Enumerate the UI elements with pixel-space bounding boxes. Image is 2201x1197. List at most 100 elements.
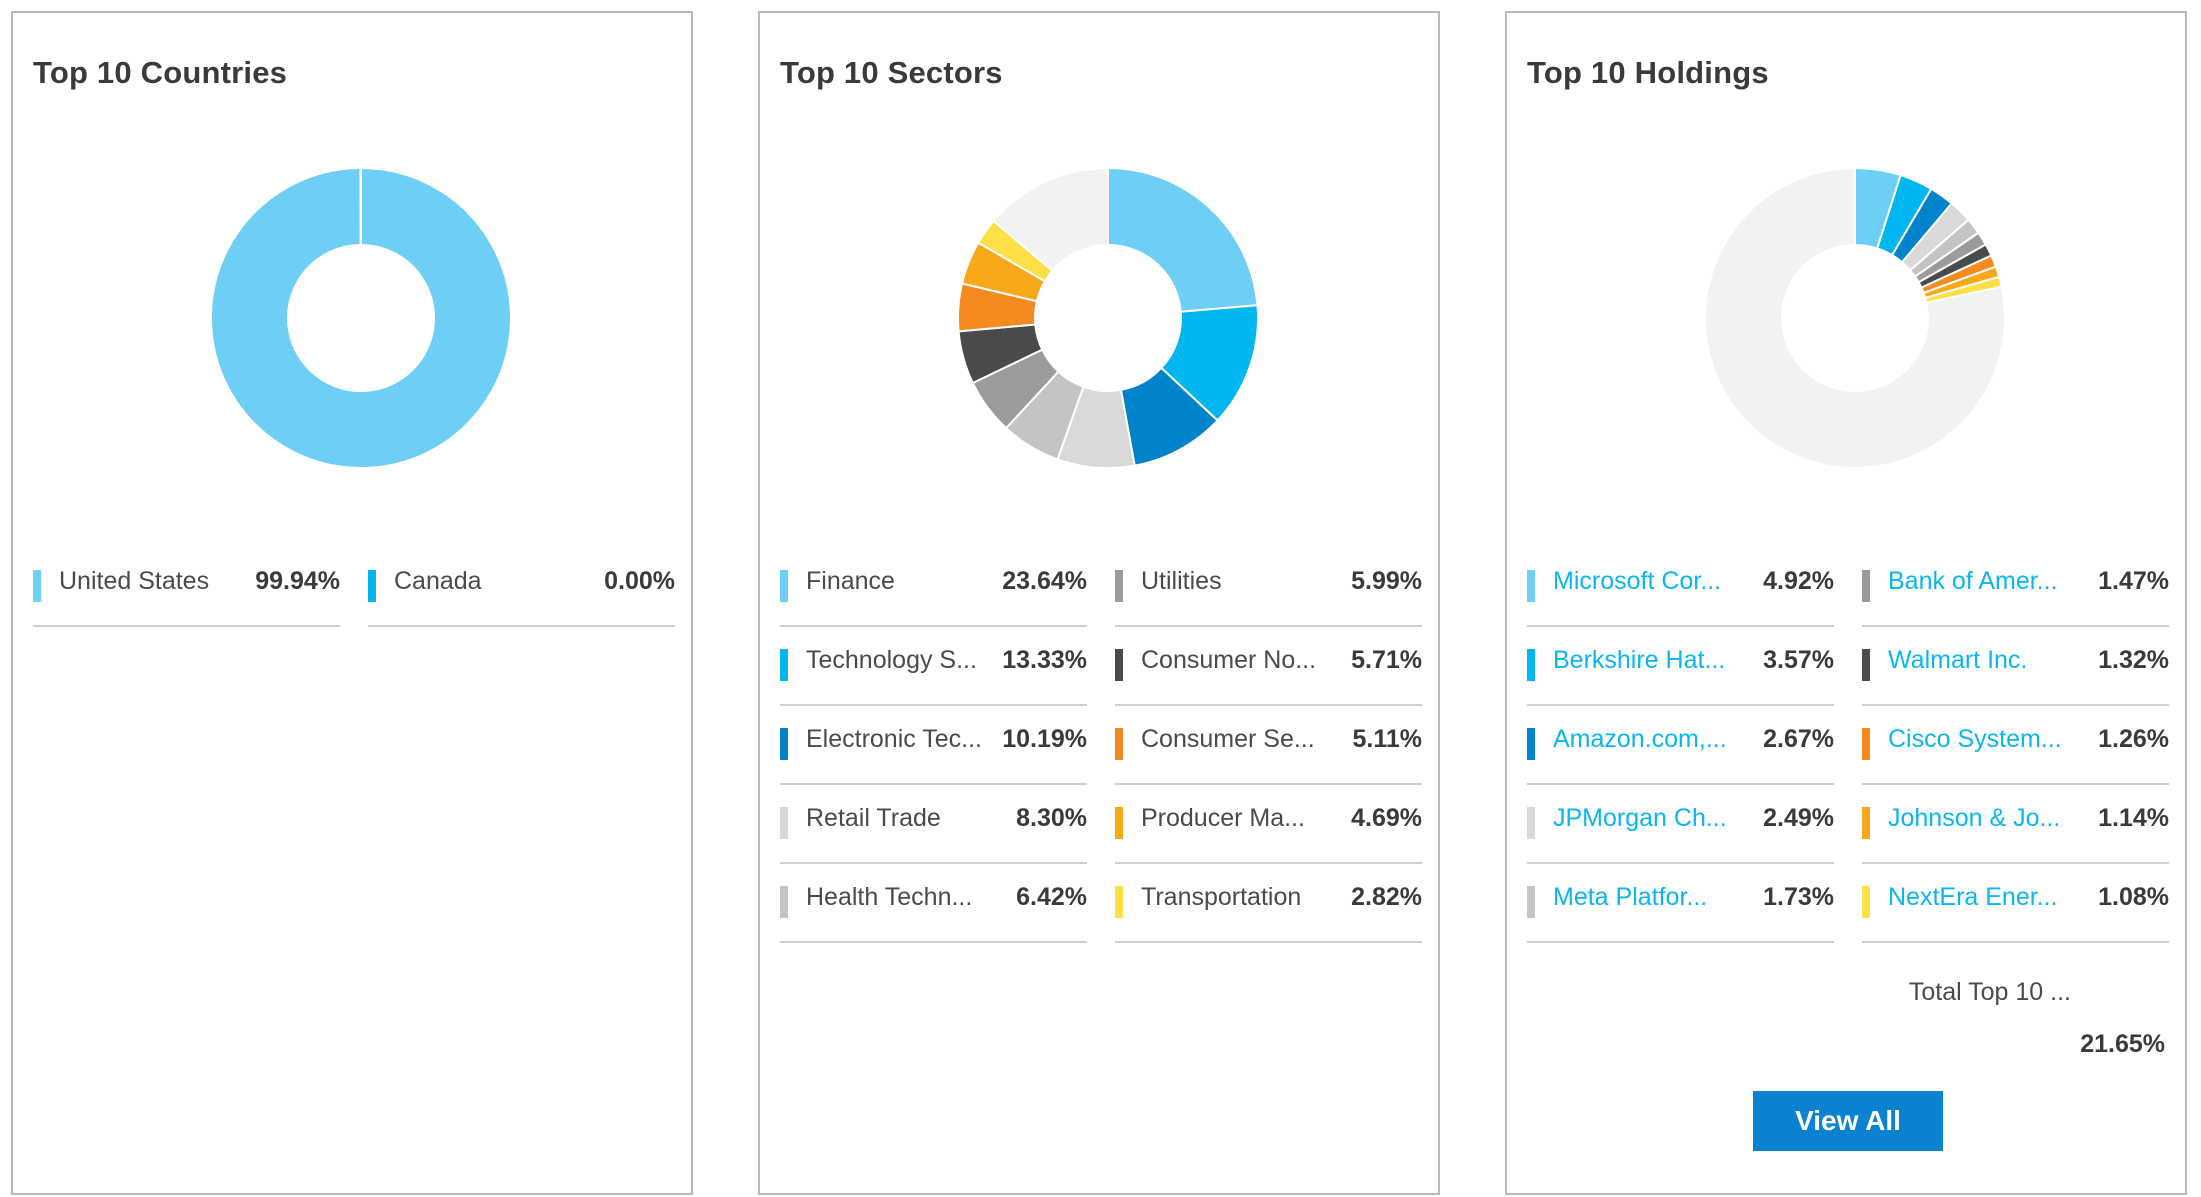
legend-item: United States 99.94% <box>33 550 340 627</box>
legend-swatch <box>1527 886 1535 918</box>
legend-swatch <box>1527 728 1535 760</box>
legend-column-2: Canada 0.00% <box>368 550 675 629</box>
legend-item[interactable]: NextEra Ener... 1.08% <box>1862 866 2169 943</box>
legend-label: Utilities <box>1141 567 1222 595</box>
legend-value: 2.82% <box>1351 883 1422 911</box>
legend-column-1: Finance 23.64% Technology S... 13.33% Electr… <box>780 550 1087 945</box>
countries-card: Top 10 Countries United States 99.94% Cana… <box>11 11 693 1195</box>
legend-item: Transportation 2.82% <box>1115 866 1422 943</box>
legend-swatch <box>33 570 41 602</box>
legend-item: Consumer No... 5.71% <box>1115 629 1422 706</box>
legend-swatch <box>1527 649 1535 681</box>
total-top-10-value: 21.65% <box>2080 1030 2165 1058</box>
legend-value: 1.08% <box>2098 883 2169 911</box>
legend-label: United States <box>59 567 210 595</box>
legend-swatch <box>780 807 788 839</box>
legend-label: Transportation <box>1141 883 1302 911</box>
legend-item[interactable]: Amazon.com,... 2.67% <box>1527 708 1834 785</box>
legend-swatch <box>1862 807 1870 839</box>
card-title: Top 10 Holdings <box>1527 55 1769 90</box>
legend-item[interactable]: Walmart Inc. 1.32% <box>1862 629 2169 706</box>
legend-value: 8.30% <box>1016 804 1087 832</box>
legend-label: Electronic Tec... <box>806 725 983 753</box>
legend-label[interactable]: Microsoft Cor... <box>1553 567 1722 595</box>
donut-slice-remainder <box>992 168 1109 273</box>
legend-item[interactable]: Johnson & Jo... 1.14% <box>1862 787 2169 864</box>
legend-label: Retail Trade <box>806 804 941 832</box>
legend-value: 4.92% <box>1763 567 1834 595</box>
legend-column-2: Bank of Amer... 1.47% Walmart Inc. 1.32% Cis… <box>1862 550 2169 945</box>
legend-item[interactable]: JPMorgan Ch... 2.49% <box>1527 787 1834 864</box>
legend-column-1: Microsoft Cor... 4.92% Berkshire Hat... 3.5… <box>1527 550 1834 945</box>
legend-label[interactable]: NextEra Ener... <box>1888 883 2058 911</box>
legend-label: Technology S... <box>806 646 977 674</box>
legend-label: Consumer Se... <box>1141 725 1315 753</box>
legend-item: Retail Trade 8.30% <box>780 787 1087 864</box>
legend-value: 1.47% <box>2098 567 2169 595</box>
total-top-10-label: Total Top 10 ... <box>1908 978 2071 1006</box>
legend-label[interactable]: Cisco System... <box>1888 725 2062 753</box>
legend-value: 0.00% <box>604 567 675 595</box>
legend-value: 2.49% <box>1763 804 1834 832</box>
legend-item: Finance 23.64% <box>780 550 1087 627</box>
legend-item: Producer Ma... 4.69% <box>1115 787 1422 864</box>
legend-value: 2.67% <box>1763 725 1834 753</box>
donut-slice-remainder <box>359 168 362 247</box>
legend-value: 13.33% <box>1002 646 1087 674</box>
legend-label[interactable]: Johnson & Jo... <box>1888 804 2061 832</box>
legend-label[interactable]: JPMorgan Ch... <box>1553 804 1727 832</box>
legend-item[interactable]: Cisco System... 1.26% <box>1862 708 2169 785</box>
legend-swatch <box>780 570 788 602</box>
legend-swatch <box>1527 807 1535 839</box>
holdings-donut-chart <box>1705 168 2005 468</box>
legend-item: Canada 0.00% <box>368 550 675 627</box>
legend-label[interactable]: Amazon.com,... <box>1553 725 1727 753</box>
legend-label[interactable]: Walmart Inc. <box>1888 646 2028 674</box>
legend-item[interactable]: Berkshire Hat... 3.57% <box>1527 629 1834 706</box>
legend-item[interactable]: Bank of Amer... 1.47% <box>1862 550 2169 627</box>
legend-column-2: Utilities 5.99% Consumer No... 5.71% Consume… <box>1115 550 1422 945</box>
legend-value: 5.99% <box>1351 567 1422 595</box>
legend-label[interactable]: Berkshire Hat... <box>1553 646 1726 674</box>
sectors-donut-chart <box>958 168 1258 468</box>
legend-label[interactable]: Meta Platfor... <box>1553 883 1708 911</box>
legend-swatch <box>1862 570 1870 602</box>
donut-slice-remainder <box>1705 168 2005 468</box>
legend-swatch <box>1862 728 1870 760</box>
legend-value: 23.64% <box>1002 567 1087 595</box>
card-title: Top 10 Sectors <box>780 55 1003 90</box>
donut-slice-0 <box>211 168 511 468</box>
legend-label: Canada <box>394 567 482 595</box>
legend-swatch <box>1115 570 1123 602</box>
legend-value: 1.14% <box>2098 804 2169 832</box>
legend-label: Producer Ma... <box>1141 804 1305 832</box>
legend-value: 99.94% <box>255 567 340 595</box>
legend-swatch <box>1115 728 1123 760</box>
legend-swatch <box>1115 807 1123 839</box>
legend-label: Health Techn... <box>806 883 973 911</box>
legend-item: Electronic Tec... 10.19% <box>780 708 1087 785</box>
donut-slice-0 <box>1107 168 1258 313</box>
legend-item: Health Techn... 6.42% <box>780 866 1087 943</box>
legend-item: Utilities 5.99% <box>1115 550 1422 627</box>
legend-item[interactable]: Microsoft Cor... 4.92% <box>1527 550 1834 627</box>
legend-swatch <box>1862 649 1870 681</box>
legend-item[interactable]: Meta Platfor... 1.73% <box>1527 866 1834 943</box>
legend-value: 3.57% <box>1763 646 1834 674</box>
view-all-button[interactable]: View All <box>1753 1091 1943 1151</box>
legend-swatch <box>1527 570 1535 602</box>
legend-swatch <box>368 570 376 602</box>
legend-swatch <box>1862 886 1870 918</box>
legend-swatch <box>1115 886 1123 918</box>
legend-value: 1.32% <box>2098 646 2169 674</box>
legend-swatch <box>780 728 788 760</box>
legend-value: 10.19% <box>1002 725 1087 753</box>
legend-value: 5.71% <box>1351 646 1422 674</box>
holdings-card: Top 10 Holdings Microsoft Cor... 4.92% Ber… <box>1505 11 2187 1195</box>
legend-column-1: United States 99.94% <box>33 550 340 629</box>
legend-value: 5.11% <box>1352 725 1422 753</box>
legend-value: 4.69% <box>1351 804 1422 832</box>
legend-label: Consumer No... <box>1141 646 1317 674</box>
legend-label[interactable]: Bank of Amer... <box>1888 567 2058 595</box>
legend-value: 6.42% <box>1016 883 1087 911</box>
